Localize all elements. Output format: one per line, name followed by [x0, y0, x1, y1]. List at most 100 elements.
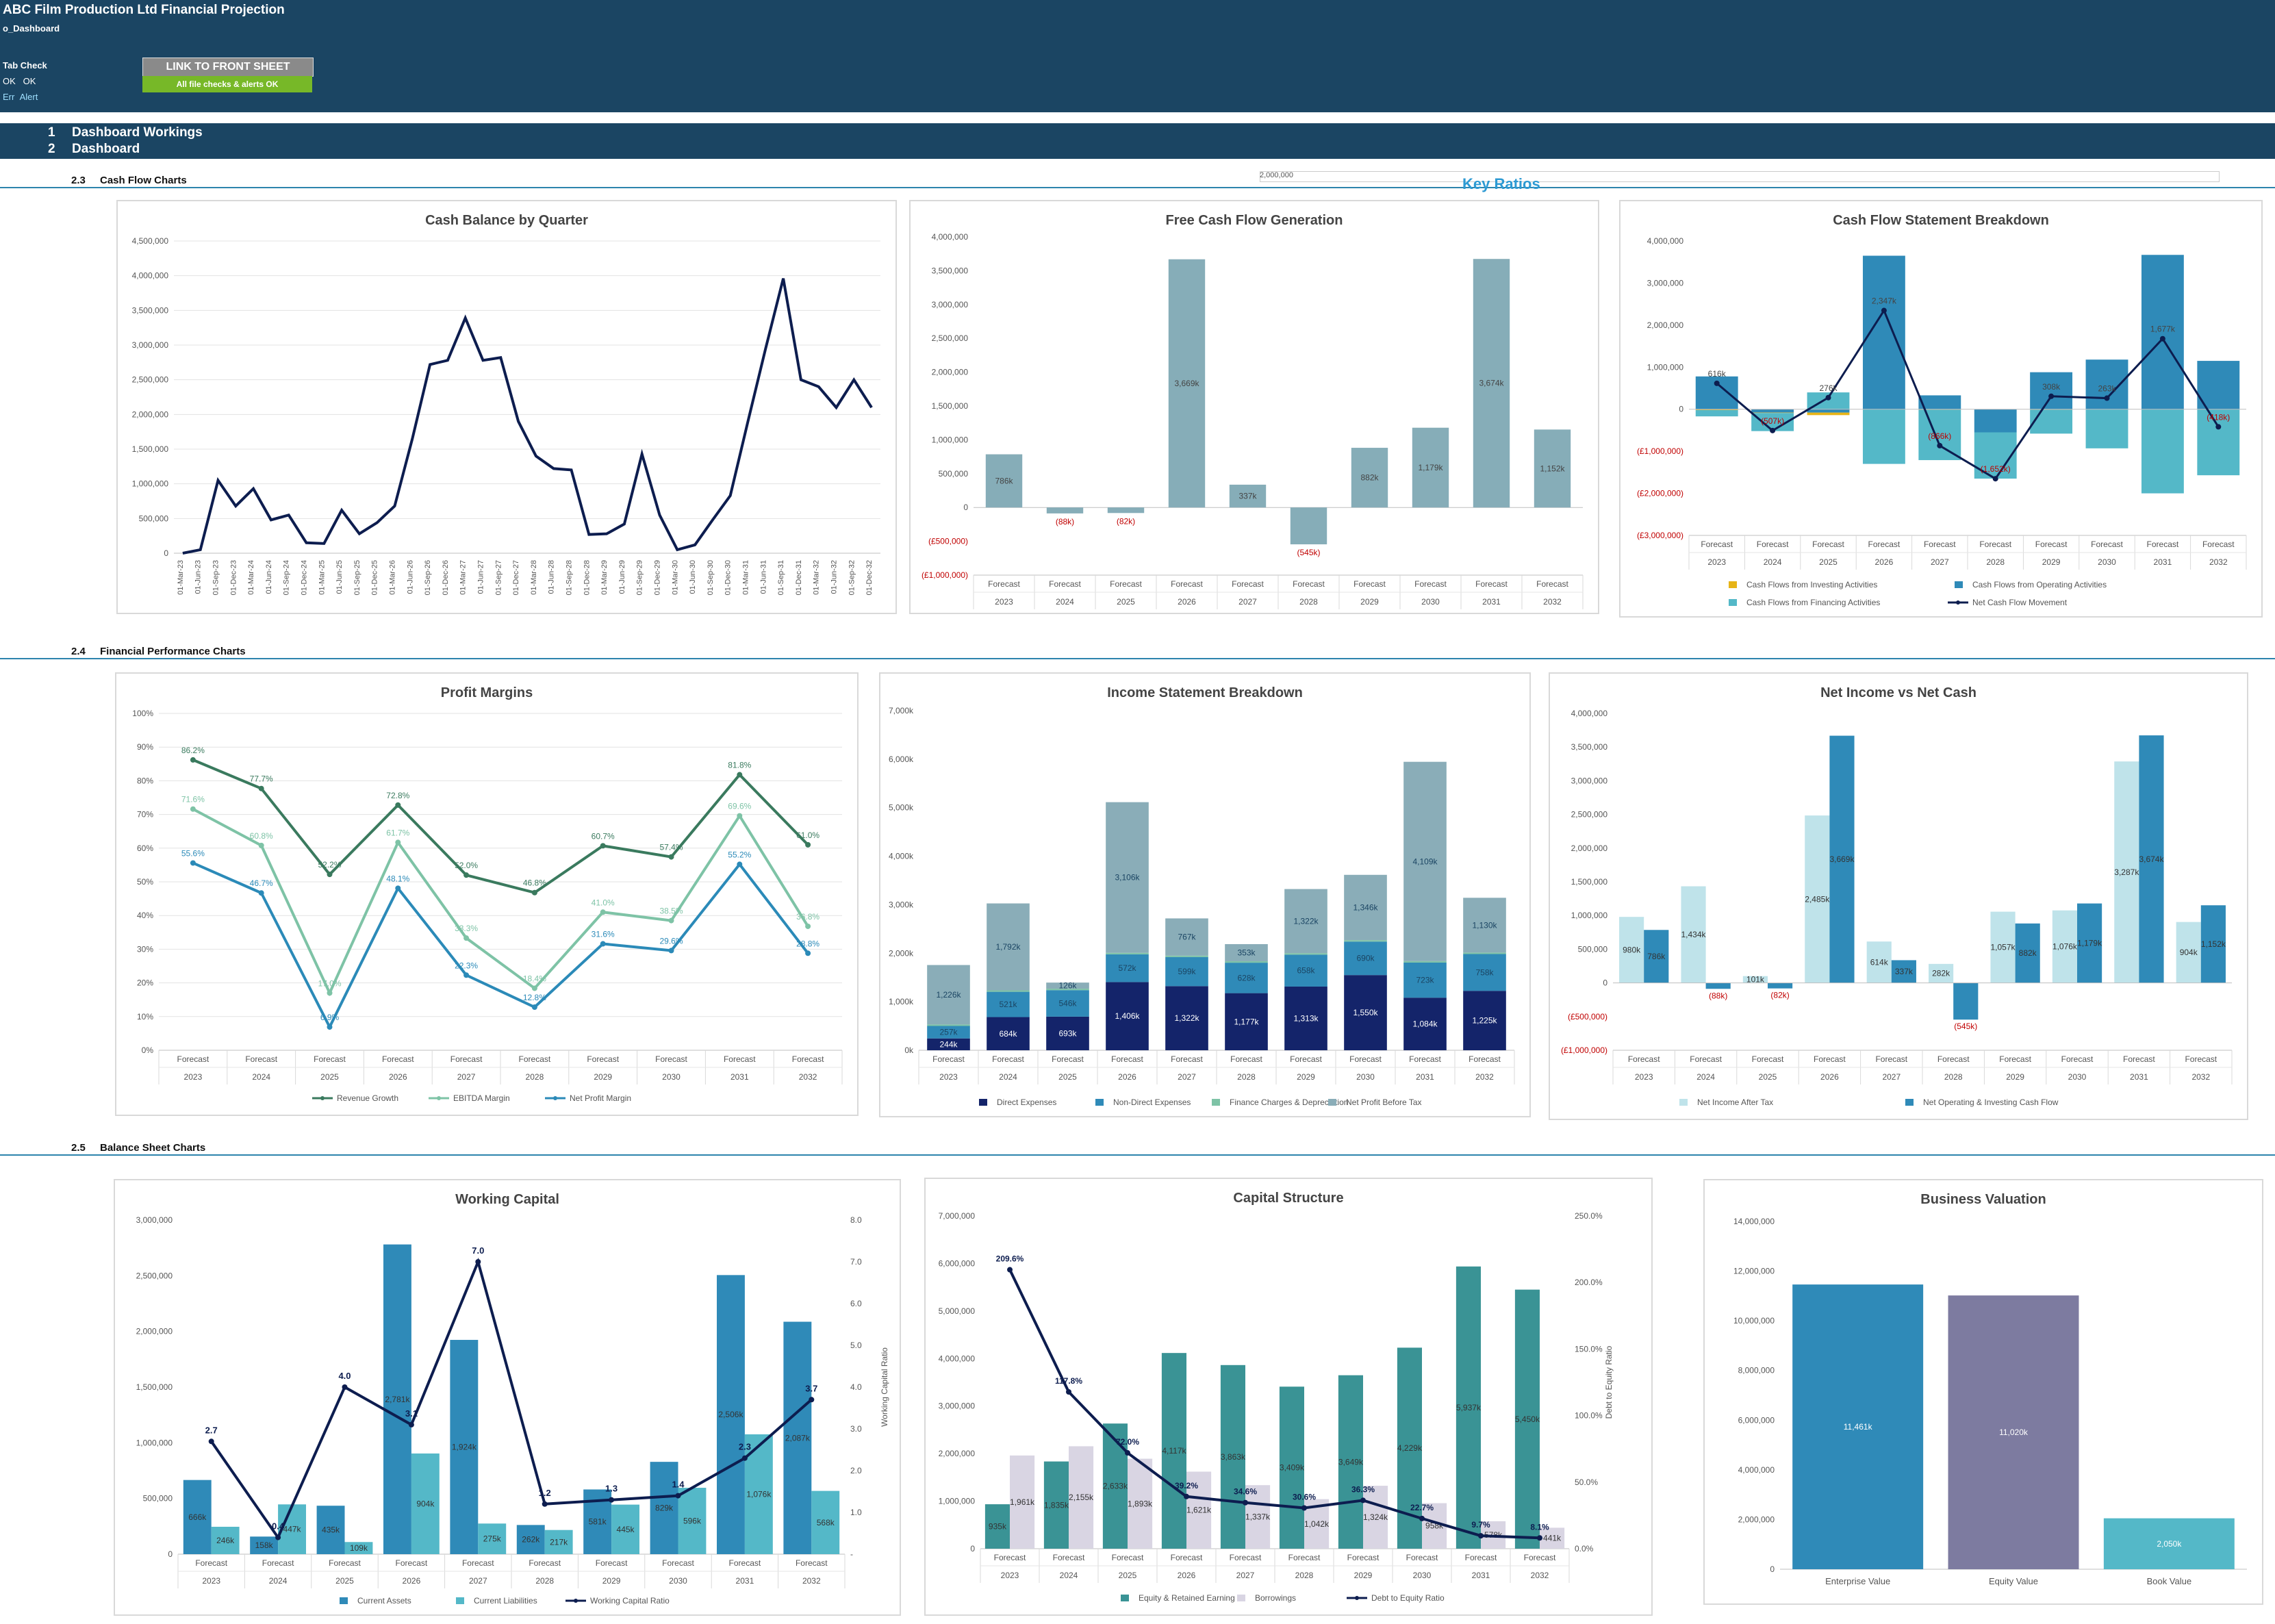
data-label: (418k) [2207, 412, 2230, 422]
y2-tick-label: 5.0 [850, 1341, 862, 1350]
data-label: 12.8% [523, 993, 546, 1002]
x-tick-label: 01-Sep-26 [424, 560, 432, 595]
ni-cash-bar [1742, 976, 1768, 983]
net-cash-flow-point [1992, 476, 1998, 482]
data-label: 4,109k [1412, 857, 1438, 866]
working-capital-ratio-point [675, 1493, 681, 1499]
margin-point [190, 860, 196, 866]
data-label: (545k) [1954, 1022, 1977, 1031]
x-tick-label: 2032 [1543, 597, 1562, 607]
x-tick-prefix: Forecast [1814, 1054, 1846, 1064]
nav-item-label: Dashboard Workings [72, 125, 203, 140]
income-bar-segment [927, 1024, 970, 1026]
data-label: 5,450k [1515, 1414, 1540, 1424]
y-tick-label: 5,000k [889, 803, 914, 813]
x-tick-label: 2029 [1354, 1571, 1373, 1580]
margin-point [737, 772, 743, 778]
y-tick-label: 1,500,000 [1571, 877, 1608, 887]
x-tick-prefix: Forecast [382, 1054, 414, 1064]
x-tick-label: 2031 [2130, 1072, 2148, 1082]
income-bar-segment [1403, 962, 1447, 998]
data-label: 22.3% [455, 961, 478, 970]
income-bar-segment [1463, 952, 1506, 954]
working-capital-ratio-point [208, 1438, 214, 1445]
x-tick-label: 2024 [999, 1072, 1017, 1082]
x-tick-prefix: Forecast [994, 1553, 1026, 1562]
nav-item-dashboard[interactable]: 2 Dashboard [0, 142, 411, 158]
profit-margins-chart[interactable]: Profit Margins 0% 10% 20% 30% 40% 50% 60% 70% 80%… [115, 672, 859, 1116]
income-bar-segment [1284, 889, 1327, 954]
nav-item-dashboard-workings[interactable]: 1 Dashboard Workings [0, 125, 411, 142]
free-cash-flow-chart[interactable]: Free Cash Flow Generation (£1,000,000) (£5… [909, 200, 1599, 614]
x-tick-prefix: Forecast [1171, 1054, 1203, 1064]
cash-flow-statement-chart[interactable]: Cash Flow Statement Breakdown (£3,000,000… [1619, 200, 2263, 618]
y-tick-label: 4,000,000 [1647, 236, 1684, 246]
fcf-bar [1046, 507, 1084, 513]
cash-balance-chart[interactable]: Cash Balance by Quarter 0 500,000 1,000,000… [116, 200, 897, 614]
net-income-vs-net-cash-chart[interactable]: Net Income vs Net Cash (£1,000,000) (£500,… [1549, 672, 2248, 1120]
data-label: 1.2 [539, 1488, 551, 1498]
margin-point [463, 872, 470, 878]
chart-canvas: Capital Structure 0 1,000,000 2,000,000 3,00… [939, 1191, 1614, 1603]
data-label: 71.6% [181, 795, 205, 804]
y-tick-label: 4,000,000 [932, 232, 969, 242]
data-label: 1,130k [1472, 920, 1497, 930]
margin-point [531, 1004, 537, 1011]
legend-label: Net Operating & Investing Cash Flow [1923, 1098, 2059, 1107]
business-valuation-chart[interactable]: Business Valuation 0 2,000,000 4,000,000 6,0… [1703, 1179, 2263, 1605]
income-statement-chart[interactable]: Income Statement Breakdown 0k 1,000k 2,000k… [879, 672, 1531, 1117]
legend-label: Non-Direct Expenses [1113, 1098, 1191, 1107]
y-tick-label: 2,500,000 [1571, 810, 1608, 820]
working-capital-chart[interactable]: Working Capital 0 500,000 1,000,000 1,500,00… [114, 1179, 901, 1616]
margin-point [737, 861, 743, 867]
data-label: 882k [1360, 473, 1379, 483]
fcf-bar [1168, 259, 1206, 508]
working-capital-bar [316, 1506, 345, 1554]
data-label: 72.8% [386, 791, 409, 800]
data-label: 596k [683, 1517, 702, 1526]
capital-structure-chart[interactable]: Capital Structure 0 1,000,000 2,000,000 3,00… [924, 1178, 1653, 1616]
income-bar-segment [1463, 898, 1506, 953]
x-tick-label: 2023 [939, 1072, 958, 1082]
y-tick-label: 10% [137, 1012, 153, 1022]
legend-swatch [1095, 1099, 1104, 1106]
legend-label: EBITDA Margin [453, 1093, 510, 1103]
y-tick-label: (£1,000,000) [922, 570, 968, 580]
y-tick-label: 1,000,000 [932, 435, 969, 444]
data-label: 2,633k [1103, 1482, 1128, 1491]
y-tick-label: (£3,000,000) [1637, 531, 1683, 540]
data-label: 1,961k [1010, 1497, 1035, 1507]
x-tick-label: 01-Jun-29 [618, 560, 626, 594]
x-tick-prefix: Forecast [1475, 579, 1508, 589]
data-label: 1,621k [1186, 1506, 1212, 1515]
x-tick-label: 2024 [1060, 1571, 1078, 1580]
section-heading-cash-flow: 2.3 Cash Flow Charts [71, 175, 187, 186]
ni-cash-bar [2139, 735, 2164, 983]
link-to-front-sheet-button[interactable]: LINK TO FRONT SHEET [142, 58, 314, 77]
x-tick-prefix: Forecast [1999, 1054, 2031, 1064]
section-heading-balance-sheet: 2.5 Balance Sheet Charts [71, 1142, 205, 1154]
y-tick-label: 6,000,000 [1738, 1415, 1775, 1425]
y-tick-label: (£1,000,000) [1561, 1045, 1607, 1055]
ni-cash-bar [2114, 761, 2139, 983]
margin-point [463, 972, 470, 978]
chart-title: Cash Flow Statement Breakdown [1833, 213, 2049, 228]
chart-canvas: Income Statement Breakdown 0k 1,000k 2,000k… [889, 685, 1515, 1107]
y-tick-label: 1,000,000 [1571, 911, 1608, 920]
data-label: 1,152k [1540, 464, 1565, 473]
chart-canvas: Cash Balance by Quarter 0 500,000 1,000,000… [132, 213, 880, 595]
data-label: 52.0% [455, 861, 478, 870]
working-capital-bar [650, 1462, 678, 1554]
x-tick-label: 01-Sep-28 [565, 560, 574, 595]
data-label: 7.0 [472, 1245, 484, 1256]
capital-structure-bar [1245, 1485, 1271, 1549]
x-tick-label: 2032 [802, 1576, 821, 1586]
data-label: 60.7% [592, 831, 615, 841]
x-tick-label: 2023 [1707, 557, 1726, 567]
chart-title: Business Valuation [1920, 1192, 2046, 1207]
data-label: 52.2% [318, 860, 341, 870]
data-label: 599k [1178, 967, 1196, 976]
net-cash-flow-point [1881, 307, 1887, 314]
x-tick-label: 01-Sep-29 [636, 560, 644, 595]
x-tick-label: 01-Dec-27 [512, 560, 520, 595]
